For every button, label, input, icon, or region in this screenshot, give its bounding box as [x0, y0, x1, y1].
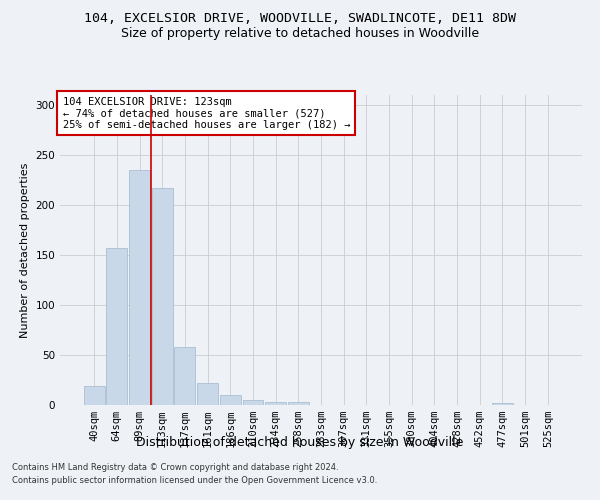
- Bar: [106, 248, 127, 405]
- Bar: [197, 383, 218, 405]
- Y-axis label: Number of detached properties: Number of detached properties: [20, 162, 30, 338]
- Bar: [288, 402, 309, 405]
- Text: Size of property relative to detached houses in Woodville: Size of property relative to detached ho…: [121, 28, 479, 40]
- Bar: [492, 403, 513, 405]
- Text: Contains HM Land Registry data © Crown copyright and database right 2024.: Contains HM Land Registry data © Crown c…: [12, 464, 338, 472]
- Bar: [175, 347, 196, 405]
- Text: Distribution of detached houses by size in Woodville: Distribution of detached houses by size …: [136, 436, 464, 449]
- Text: 104 EXCELSIOR DRIVE: 123sqm
← 74% of detached houses are smaller (527)
25% of se: 104 EXCELSIOR DRIVE: 123sqm ← 74% of det…: [62, 96, 350, 130]
- Text: Contains public sector information licensed under the Open Government Licence v3: Contains public sector information licen…: [12, 476, 377, 485]
- Bar: [220, 395, 241, 405]
- Bar: [152, 188, 173, 405]
- Bar: [265, 402, 286, 405]
- Bar: [242, 400, 263, 405]
- Bar: [84, 386, 104, 405]
- Text: 104, EXCELSIOR DRIVE, WOODVILLE, SWADLINCOTE, DE11 8DW: 104, EXCELSIOR DRIVE, WOODVILLE, SWADLIN…: [84, 12, 516, 26]
- Bar: [129, 170, 150, 405]
